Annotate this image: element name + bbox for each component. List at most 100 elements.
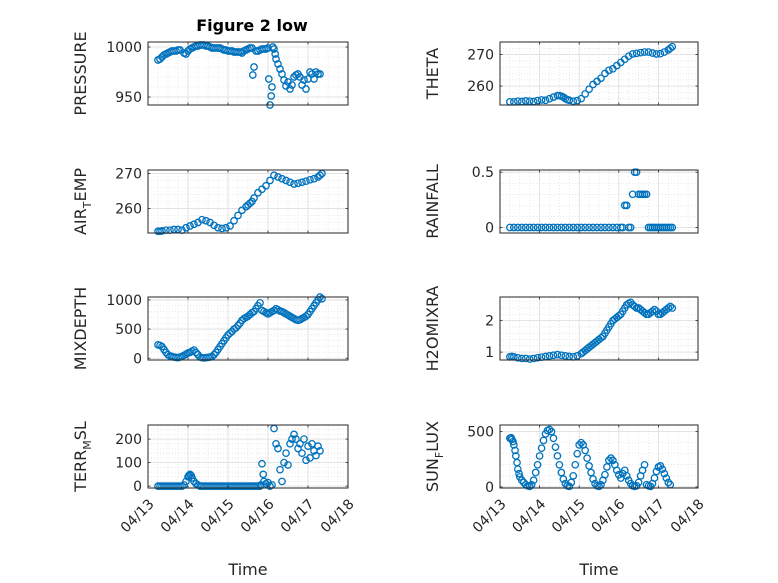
x-tick-label: 04/14 bbox=[158, 496, 198, 536]
x-axis-label: Time bbox=[578, 560, 618, 579]
data-point bbox=[278, 174, 286, 183]
data-point bbox=[551, 443, 560, 451]
data-point bbox=[668, 42, 677, 51]
data-point bbox=[302, 177, 310, 186]
data-point bbox=[260, 477, 268, 486]
data-point bbox=[628, 50, 637, 58]
data-point bbox=[256, 298, 264, 307]
y-tick-label: 270 bbox=[467, 48, 494, 64]
x-tick-label: 04/16 bbox=[238, 496, 278, 536]
axes-box bbox=[147, 296, 349, 361]
data-point bbox=[541, 223, 550, 232]
data-point bbox=[302, 85, 310, 93]
y-axis-label-part: AIR bbox=[71, 208, 90, 235]
x-tick-label: 04/18 bbox=[318, 496, 358, 536]
axes-background bbox=[148, 425, 348, 488]
y-tick-label: 260 bbox=[115, 202, 142, 218]
y-axis-label: MIXDEPTH bbox=[71, 287, 90, 370]
data-point bbox=[517, 354, 526, 363]
data-point bbox=[561, 223, 570, 232]
data-point bbox=[310, 174, 318, 183]
data-point bbox=[298, 178, 306, 187]
y-axis-label-part: SL bbox=[71, 421, 90, 440]
data-point bbox=[186, 222, 194, 230]
data-point bbox=[282, 449, 290, 458]
axes-box bbox=[147, 424, 349, 489]
data-point bbox=[607, 454, 615, 463]
data-point bbox=[267, 92, 276, 100]
data-point bbox=[622, 471, 631, 480]
data-point bbox=[274, 173, 282, 181]
data-point bbox=[640, 460, 649, 469]
data-point bbox=[557, 223, 566, 232]
data-point bbox=[513, 353, 522, 362]
data-point bbox=[577, 223, 586, 232]
data-point bbox=[282, 176, 290, 185]
data-point bbox=[312, 451, 320, 460]
data-point bbox=[294, 179, 302, 188]
y-axis-label: PRESSURE bbox=[71, 31, 90, 115]
y-tick-label: 0 bbox=[133, 351, 142, 367]
data-point bbox=[272, 439, 280, 448]
data-point bbox=[555, 460, 564, 469]
data-point bbox=[587, 468, 595, 477]
x-tick-label: 04/14 bbox=[509, 496, 549, 536]
y-tick-label: 0 bbox=[485, 480, 494, 496]
data-point bbox=[660, 48, 669, 56]
data-point bbox=[218, 224, 226, 233]
y-axis-label-part: SUN bbox=[423, 458, 442, 492]
data-point bbox=[553, 223, 562, 232]
y-tick-label: 1 bbox=[485, 345, 494, 361]
y-tick-label: 0 bbox=[133, 479, 142, 495]
data-point bbox=[258, 459, 266, 468]
data-point bbox=[531, 468, 540, 477]
data-point bbox=[565, 96, 574, 105]
data-point bbox=[569, 97, 578, 106]
data-point bbox=[652, 50, 661, 58]
data-point bbox=[545, 425, 554, 434]
axes-box bbox=[499, 169, 699, 234]
data-point bbox=[561, 352, 570, 360]
data-point bbox=[316, 70, 324, 78]
data-point bbox=[664, 304, 673, 312]
data-point bbox=[318, 294, 326, 303]
data-point bbox=[581, 223, 589, 232]
data-point bbox=[537, 444, 546, 453]
data-point bbox=[583, 454, 591, 463]
y-tick-label: 200 bbox=[115, 432, 142, 448]
data-point bbox=[549, 223, 558, 232]
data-point bbox=[636, 48, 645, 57]
axes-box bbox=[147, 41, 349, 106]
y-axis-label-subscript: M bbox=[81, 440, 94, 450]
data-point bbox=[270, 45, 278, 53]
data-point bbox=[316, 447, 324, 455]
data-point bbox=[571, 460, 580, 469]
y-tick-label: 1000 bbox=[106, 40, 142, 56]
data-point bbox=[668, 223, 677, 232]
data-point bbox=[529, 476, 538, 485]
data-point bbox=[630, 302, 639, 311]
data-point bbox=[573, 352, 582, 360]
data-point bbox=[585, 85, 593, 94]
data-point bbox=[312, 68, 320, 76]
y-tick-label: 0.5 bbox=[472, 165, 494, 181]
data-point bbox=[525, 355, 534, 363]
subplot-pressure: 950 1000 PRESSURE bbox=[71, 31, 349, 116]
axes-box bbox=[499, 296, 699, 361]
y-tick-label: 100 bbox=[115, 456, 142, 472]
data-point bbox=[292, 435, 300, 443]
data-point bbox=[288, 81, 296, 89]
axes-box bbox=[499, 41, 699, 106]
data-point bbox=[264, 75, 273, 83]
data-point bbox=[622, 201, 631, 210]
x-tick-label: 04/13 bbox=[470, 496, 510, 536]
data-point bbox=[533, 460, 542, 469]
data-point bbox=[314, 442, 322, 451]
data-point bbox=[597, 74, 605, 83]
y-axis-label: RAINFALL bbox=[423, 164, 442, 239]
data-point bbox=[248, 71, 257, 79]
data-point bbox=[609, 456, 617, 465]
y-axis-label: AIRTEMP bbox=[71, 168, 94, 235]
